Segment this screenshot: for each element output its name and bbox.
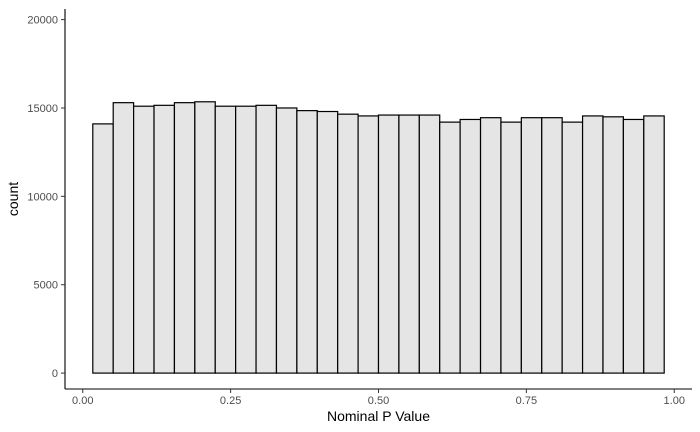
x-tick-label: 0.00 [72, 395, 93, 407]
histogram-bar [194, 101, 216, 374]
histogram-bar [92, 123, 114, 374]
histogram-bar [235, 105, 257, 374]
histogram-bar [500, 121, 522, 374]
histogram-bar [479, 117, 502, 374]
y-axis-ticks: 0 5000 10000 15000 20000 [27, 15, 65, 380]
x-tick-label: 0.75 [516, 395, 537, 407]
histogram-bar [459, 118, 482, 374]
y-tick-label: 20000 [27, 15, 58, 27]
histogram-bar [561, 121, 584, 374]
histogram-bar [214, 105, 237, 374]
x-tick-label: 1.00 [664, 395, 685, 407]
histogram-bar [255, 104, 278, 374]
y-tick-label: 0 [52, 368, 58, 380]
histogram-bar [133, 105, 155, 374]
histogram-bar [377, 114, 400, 374]
histogram-bar [622, 118, 645, 374]
histogram-bar [173, 102, 196, 374]
histogram-bar [418, 114, 441, 374]
histogram-bar [296, 110, 318, 374]
x-tick-label: 0.50 [368, 395, 389, 407]
y-axis-title: count [5, 182, 21, 216]
histogram-bar [316, 110, 339, 374]
y-tick-label: 10000 [27, 191, 58, 203]
histogram-bar [398, 114, 420, 374]
histogram-bar [439, 121, 461, 374]
x-axis-ticks: 0.00 0.25 0.50 0.75 1.00 [72, 389, 685, 407]
histogram-bar [112, 102, 135, 374]
bars-group [92, 101, 665, 374]
histogram-bar [520, 117, 543, 374]
histogram-bar [581, 115, 604, 374]
histogram-bar [602, 116, 624, 374]
histogram-bar [541, 117, 563, 374]
histogram-bar [643, 115, 665, 374]
x-tick-label: 0.25 [220, 395, 241, 407]
histogram-bar [275, 107, 298, 374]
y-tick-label: 5000 [34, 280, 58, 292]
y-tick-label: 15000 [27, 103, 58, 115]
histogram-bar [357, 115, 380, 374]
x-axis-title: Nominal P Value [327, 408, 430, 424]
histogram-bar [337, 113, 359, 374]
histogram-bar [153, 104, 176, 374]
